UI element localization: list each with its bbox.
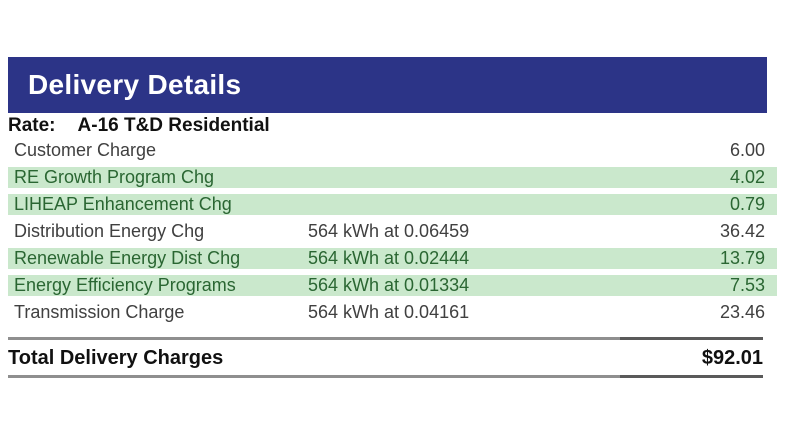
charge-amount: 0.79: [729, 194, 765, 214]
charge-label: Customer Charge: [14, 140, 157, 160]
charge-usage: 564 kWh at 0.06459: [308, 221, 470, 241]
charge-row: LIHEAP Enhancement Chg 0.79: [8, 194, 777, 215]
charge-usage: 564 kWh at 0.01334: [308, 275, 470, 295]
charge-row: Distribution Energy Chg 564 kWh at 0.064…: [8, 221, 777, 242]
charge-amount: 4.02: [729, 167, 765, 187]
charge-amount: 7.53: [729, 275, 765, 295]
total-divider-bottom: [8, 375, 763, 378]
charge-label: LIHEAP Enhancement Chg: [14, 194, 232, 214]
charge-row: Energy Efficiency Programs 564 kWh at 0.…: [8, 275, 777, 296]
charge-usage: 564 kWh at 0.02444: [308, 248, 470, 268]
charge-row: Customer Charge 6.00: [8, 140, 777, 161]
charge-row: RE Growth Program Chg 4.02: [8, 167, 777, 188]
rate-value: A-16 T&D Residential: [77, 115, 270, 136]
total-row: Total Delivery Charges $92.01: [8, 342, 763, 374]
section-header-banner: Delivery Details: [8, 57, 767, 113]
total-amount: $92.01: [701, 346, 763, 369]
section-title: Delivery Details: [28, 69, 242, 100]
charge-label: Distribution Energy Chg: [14, 221, 205, 241]
rate-label: Rate:: [8, 115, 56, 136]
charge-amount: 6.00: [729, 140, 765, 160]
charge-amount: 13.79: [719, 248, 765, 268]
charge-amount: 36.42: [719, 221, 765, 241]
charge-usage: 564 kWh at 0.04161: [308, 302, 470, 322]
charge-row: Renewable Energy Dist Chg 564 kWh at 0.0…: [8, 248, 777, 269]
total-label: Total Delivery Charges: [8, 346, 224, 369]
charge-row: Transmission Charge 564 kWh at 0.04161 2…: [8, 302, 777, 323]
charge-label: Energy Efficiency Programs: [14, 275, 236, 295]
rate-line: Rate: A-16 T&D Residential: [8, 115, 270, 137]
charge-label: Transmission Charge: [14, 302, 185, 322]
total-divider-top: [8, 337, 763, 340]
charge-label: Renewable Energy Dist Chg: [14, 248, 241, 268]
charges-table: Customer Charge 6.00 RE Growth Program C…: [8, 140, 777, 329]
charge-amount: 23.46: [719, 302, 765, 322]
charge-label: RE Growth Program Chg: [14, 167, 215, 187]
